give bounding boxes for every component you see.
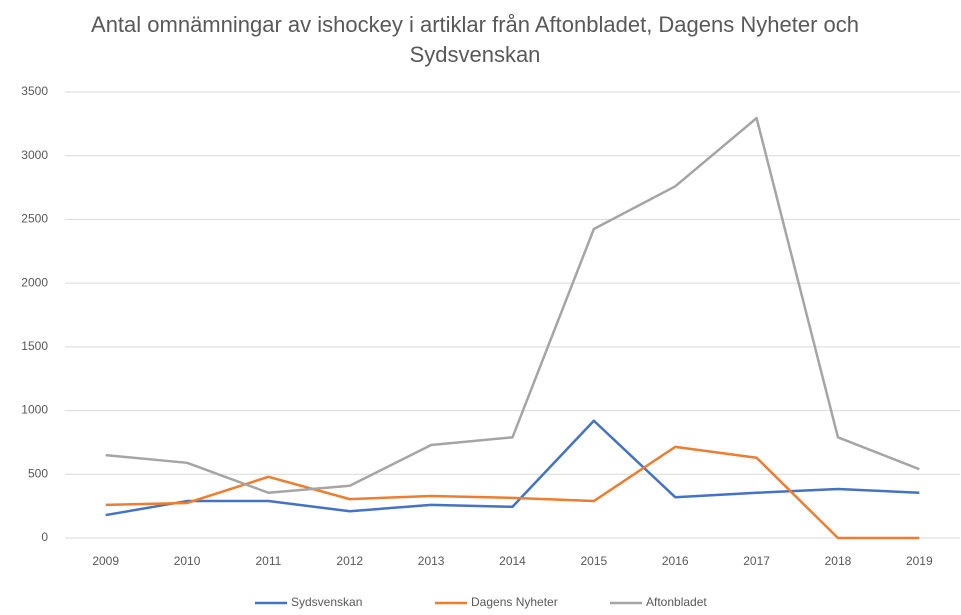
- y-tick-label: 0: [41, 530, 48, 544]
- line-series: [105, 116, 920, 495]
- x-tick-label: 2019: [906, 554, 933, 568]
- line-series: [105, 445, 920, 540]
- line-series: [105, 419, 920, 517]
- y-tick-label: 1500: [21, 339, 48, 353]
- legend-label: Sydsvenskan: [291, 595, 362, 609]
- x-tick-label: 2017: [743, 554, 770, 568]
- x-tick-label: 2014: [499, 554, 526, 568]
- y-tick-label: 2000: [21, 275, 48, 289]
- legend-label: Aftonbladet: [646, 595, 707, 609]
- x-tick-label: 2011: [256, 554, 282, 568]
- x-tick-label: 2009: [92, 554, 119, 568]
- x-tick-label: 2013: [418, 554, 445, 568]
- chart-title: Antal omnämningar av ishockey i artiklar…: [91, 12, 859, 67]
- x-tick-label: 2018: [825, 554, 852, 568]
- y-tick-label: 1000: [21, 403, 48, 417]
- y-tick-label: 2500: [21, 212, 48, 226]
- x-tick-label: 2010: [174, 554, 201, 568]
- y-tick-label: 3500: [21, 84, 48, 98]
- x-tick-label: 2015: [581, 554, 608, 568]
- x-tick-label: 2016: [662, 554, 689, 568]
- y-tick-label: 500: [28, 466, 48, 480]
- legend-label: Dagens Nyheter: [471, 595, 558, 609]
- x-tick-label: 2012: [336, 554, 363, 568]
- y-tick-label: 3000: [21, 148, 48, 162]
